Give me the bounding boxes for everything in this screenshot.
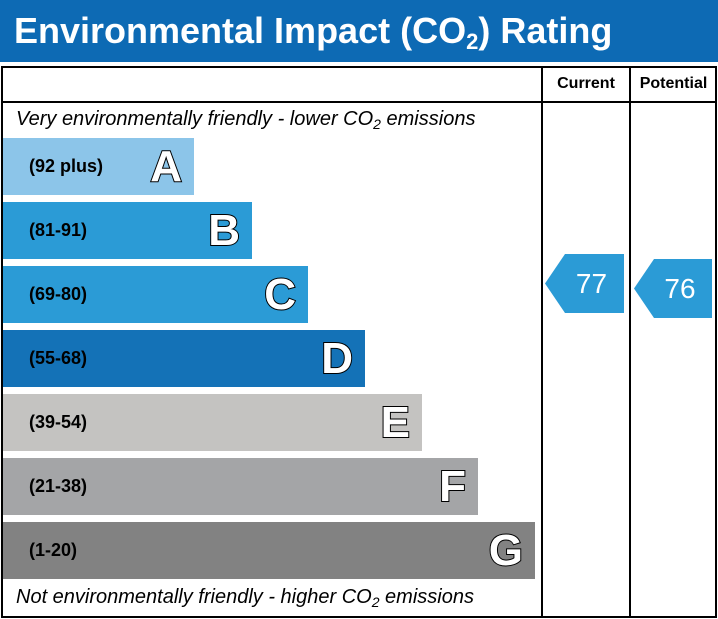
band-letter: B [207, 205, 241, 256]
header-row-divider [1, 101, 717, 103]
band-range-label: (69-80) [29, 284, 88, 304]
band-letter: C [263, 269, 297, 320]
band-range-label: (92 plus) [29, 156, 104, 176]
band-a: (92 plus) A [3, 138, 194, 195]
column-divider-potential [629, 66, 631, 618]
band-letter: D [320, 333, 354, 384]
band-letter: A [149, 141, 183, 192]
column-header-potential: Potential [639, 75, 708, 92]
band-e: (39-54) E [3, 394, 422, 451]
bottom-note: Not environmentally friendly - higher CO… [16, 586, 474, 610]
band-c: (69-80) C [3, 266, 308, 323]
band-letter: G [488, 525, 524, 576]
current-rating-arrow-value: 77 [575, 268, 608, 299]
band-range-label: (39-54) [29, 412, 88, 432]
potential-rating-arrow-value: 76 [664, 273, 696, 304]
band-range-label: (21-38) [29, 476, 88, 496]
band-letter: E [380, 397, 411, 448]
band-b: (81-91) B [3, 202, 252, 259]
top-note: Very environmentally friendly - lower CO… [16, 108, 476, 132]
band-f: (21-38) F [3, 458, 478, 515]
potential-rating-arrow-shape [634, 259, 712, 318]
potential-rating-arrow: 76 [634, 259, 712, 318]
current-rating-arrow: 77 [545, 254, 624, 313]
current-rating-arrow-shape [545, 254, 624, 313]
band-range-label: (55-68) [29, 348, 88, 368]
column-header-current: Current [557, 75, 615, 92]
rating-table-frame [1, 66, 717, 618]
band-letter: F [438, 461, 467, 512]
band-range-label: (1-20) [29, 540, 78, 560]
band-g: (1-20) G [3, 522, 535, 579]
column-divider-current [541, 66, 543, 618]
band-range-label: (81-91) [29, 220, 88, 240]
chart-title: Environmental Impact (CO2) Rating [0, 0, 718, 62]
band-d: (55-68) D [3, 330, 365, 387]
